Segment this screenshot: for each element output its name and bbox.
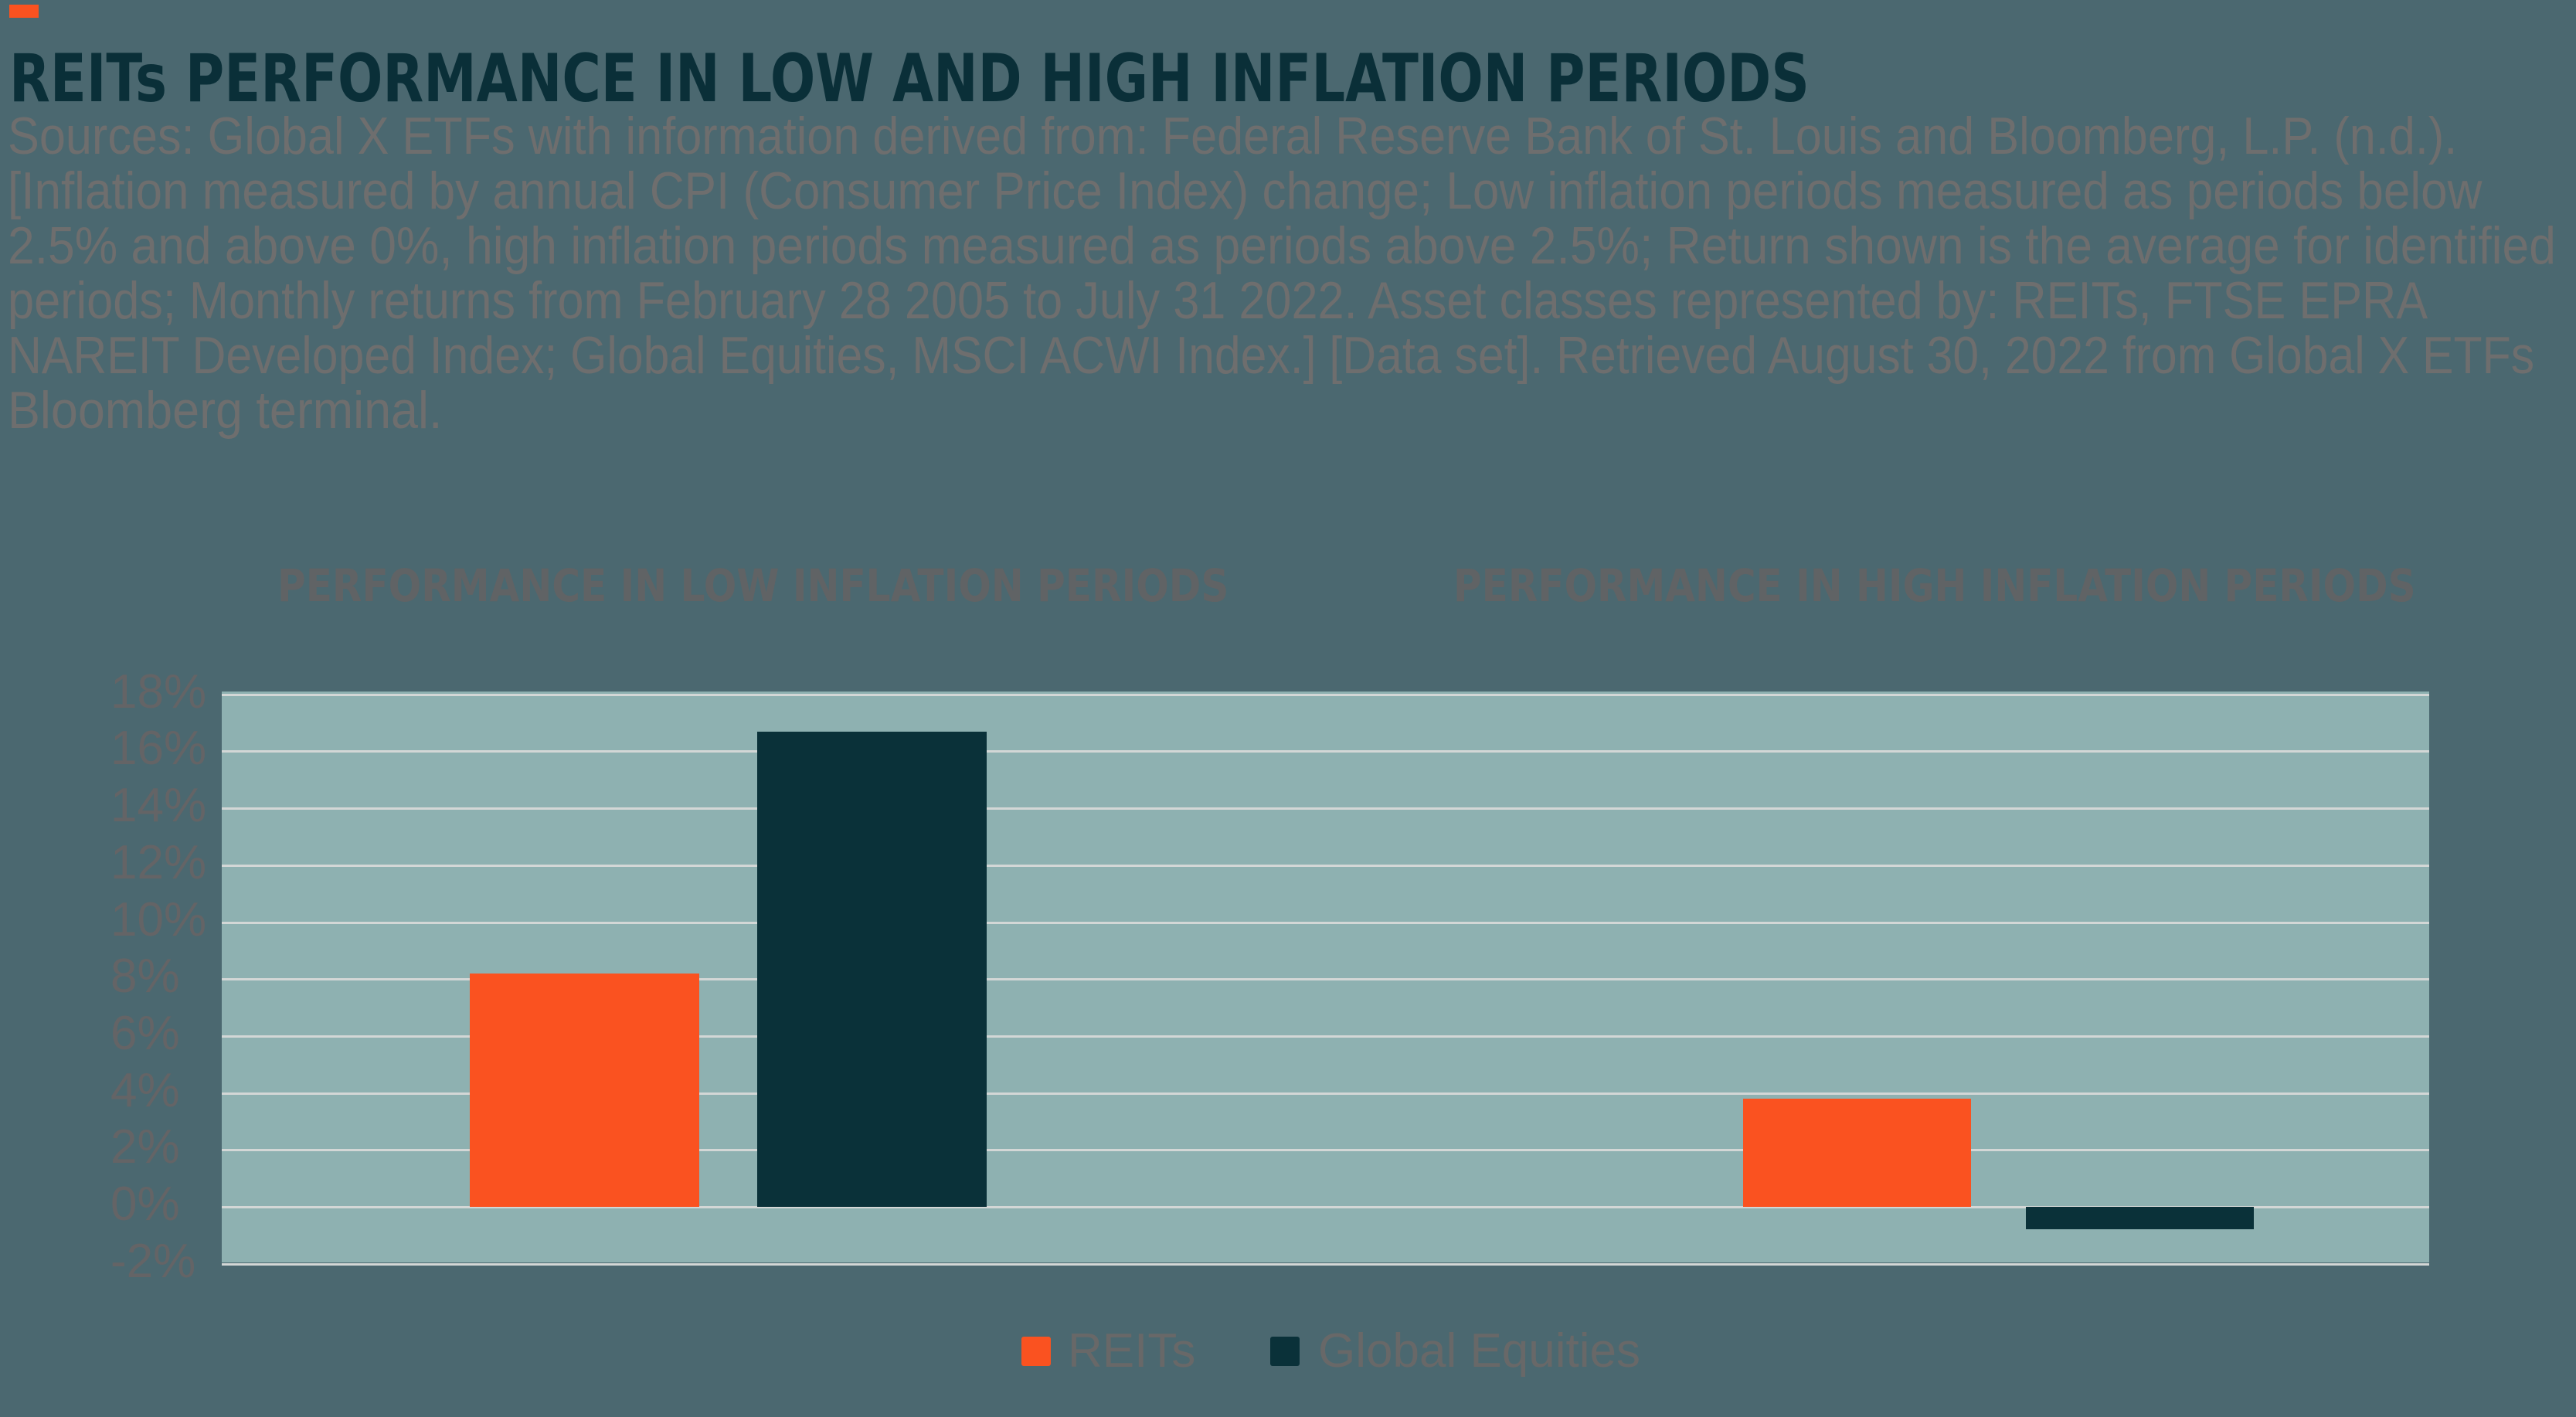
y-tick-label: 8% — [110, 950, 180, 1004]
legend-label-global-equities: Global Equities — [1318, 1324, 1641, 1378]
gridline — [222, 1262, 2429, 1266]
source-line: 2.5% and above 0%, high inflation period… — [8, 216, 2556, 275]
gridline — [222, 750, 2429, 753]
legend-swatch-global-equities — [1270, 1337, 1300, 1366]
y-tick-label: 2% — [110, 1120, 180, 1174]
y-tick-label: 0% — [110, 1177, 180, 1231]
legend-label-reits: REITs — [1068, 1324, 1196, 1378]
bar-reits-low-inflation — [470, 973, 699, 1207]
y-tick-label: 18% — [110, 664, 207, 719]
gridline — [222, 1206, 2429, 1208]
gridline — [222, 1149, 2429, 1152]
source-line: [Inflation measured by annual CPI (Consu… — [8, 161, 2483, 220]
y-tick-label: 6% — [110, 1006, 180, 1060]
gridline — [222, 1092, 2429, 1095]
gridline — [222, 1035, 2429, 1038]
chart-title: REITs PERFORMANCE IN LOW AND HIGH INFLAT… — [9, 40, 1810, 117]
y-tick-label: 4% — [110, 1063, 180, 1117]
y-tick-label: 10% — [110, 892, 207, 946]
source-line: Bloomberg terminal. — [8, 381, 443, 440]
brand-accent-marker — [9, 5, 39, 18]
gridline — [222, 693, 2429, 696]
y-tick-label: 14% — [110, 779, 207, 833]
source-line: periods; Monthly returns from February 2… — [8, 271, 2428, 330]
plot-area — [222, 692, 2429, 1266]
bar-reits-high-inflation — [1743, 1098, 1971, 1207]
source-line: Sources: Global X ETFs with information … — [8, 107, 2458, 165]
legend-swatch-reits — [1021, 1337, 1051, 1366]
gridline — [222, 921, 2429, 924]
gridline — [222, 807, 2429, 810]
y-tick-label: 16% — [110, 722, 207, 776]
source-line: NAREIT Developed Index; Global Equities,… — [8, 326, 2535, 385]
panel-title-high-inflation: PERFORMANCE IN HIGH INFLATION PERIODS — [1453, 559, 2416, 612]
gridline — [222, 864, 2429, 867]
bar-global-equities-high-inflation — [2026, 1207, 2254, 1230]
gridline — [222, 978, 2429, 981]
bar-global-equities-low-inflation — [757, 731, 987, 1207]
y-tick-label: -2% — [110, 1234, 196, 1288]
y-tick-label: 12% — [110, 835, 207, 889]
panel-title-low-inflation: PERFORMANCE IN LOW INFLATION PERIODS — [277, 559, 1229, 612]
